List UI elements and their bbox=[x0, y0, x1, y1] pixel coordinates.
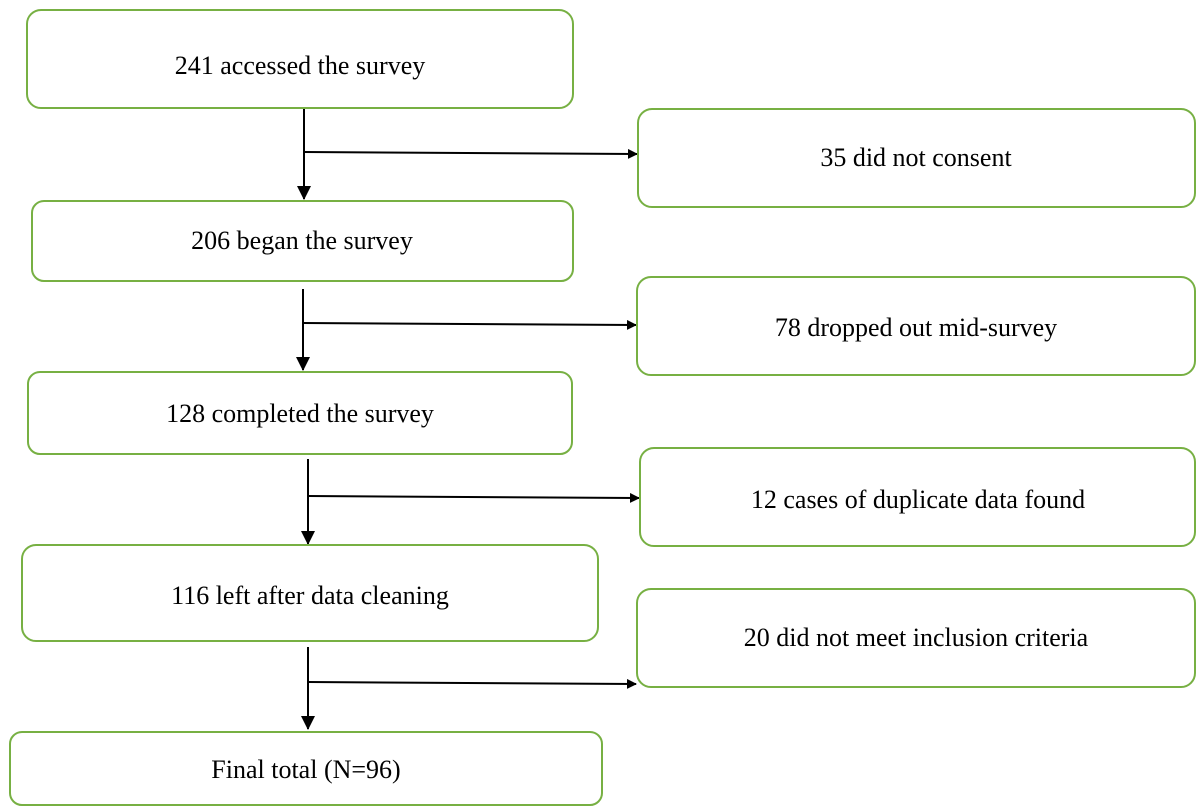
box-label: 116 left after data cleaning bbox=[171, 581, 449, 610]
box bbox=[9, 731, 603, 806]
box-label: 12 cases of duplicate data found bbox=[751, 485, 1085, 514]
box-label: Final total (N=96) bbox=[211, 755, 400, 784]
box bbox=[26, 9, 574, 109]
arrow-right bbox=[303, 148, 638, 159]
box bbox=[637, 108, 1196, 208]
box bbox=[636, 276, 1196, 376]
arrow-right bbox=[302, 319, 637, 330]
box bbox=[31, 200, 574, 282]
box bbox=[639, 447, 1196, 547]
box-label: 241 accessed the survey bbox=[175, 51, 426, 80]
box bbox=[21, 544, 599, 642]
box-label: 35 did not consent bbox=[820, 143, 1012, 172]
connectors bbox=[296, 108, 640, 730]
arrow-right bbox=[307, 678, 637, 689]
box bbox=[636, 588, 1196, 688]
arrow-right bbox=[307, 492, 640, 503]
box bbox=[27, 371, 573, 455]
box-label: 78 dropped out mid-survey bbox=[775, 313, 1057, 342]
box-label: 128 completed the survey bbox=[166, 399, 434, 428]
box-label: 206 began the survey bbox=[191, 226, 413, 255]
box-label: 20 did not meet inclusion criteria bbox=[744, 623, 1089, 652]
